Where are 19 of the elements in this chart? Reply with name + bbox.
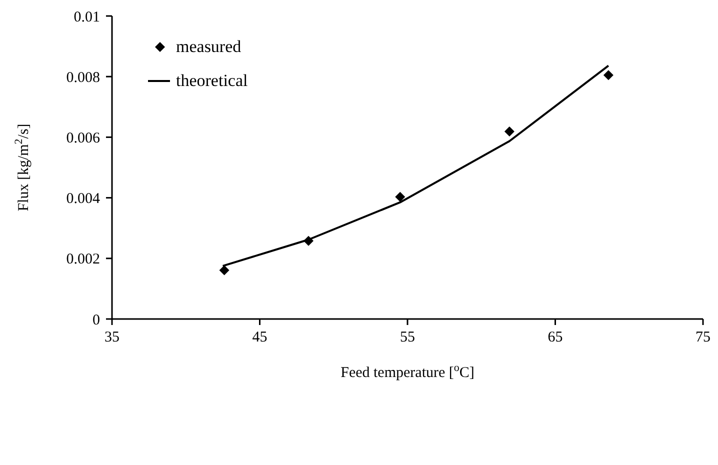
point	[504, 126, 514, 136]
y-tick-label: 0	[92, 312, 100, 328]
x-tick-label: 45	[252, 330, 268, 346]
x-tick-label: 35	[104, 330, 120, 346]
y-tick-label: 0.002	[66, 252, 100, 268]
legend-label: measured	[176, 37, 242, 57]
legend-label: theoretical	[176, 71, 248, 91]
x-tick-label: 55	[400, 330, 415, 346]
x-tick-label: 65	[548, 330, 563, 346]
x-axis-title: Feed temperature [$^{o}$C]	[340, 362, 474, 381]
y-tick-label: 0.004	[66, 191, 100, 208]
y-tick-label: 0.01	[74, 9, 100, 26]
y-tick-label: 0.008	[66, 70, 100, 86]
x-tick-label: 75	[696, 330, 710, 346]
point	[219, 265, 230, 276]
y-tick-label: 0.006	[66, 130, 100, 147]
point	[395, 192, 406, 202]
point	[603, 70, 614, 80]
point	[304, 236, 314, 246]
